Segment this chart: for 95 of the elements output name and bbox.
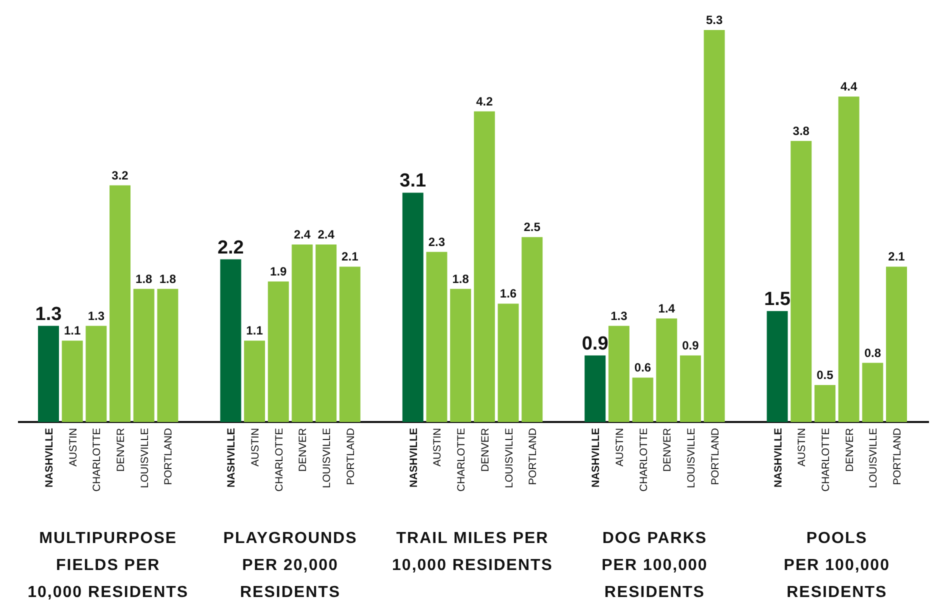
x-tick-label: PORTLAND <box>344 428 357 485</box>
x-tick-label: LOUISVILLE <box>685 428 698 488</box>
x-axis-title: TRAIL MILES PER 10,000 RESIDENTS <box>392 530 553 574</box>
x-tick-label: AUSTIN <box>614 428 626 467</box>
x-tick-label: NASHVILLE <box>590 428 602 488</box>
x-tick-label: NASHVILLE <box>408 428 420 488</box>
x-tick-label: DENVER <box>479 428 492 472</box>
data-label: 1.3 <box>88 308 105 323</box>
data-label: 2.4 <box>294 227 311 242</box>
bar <box>268 281 289 422</box>
data-label: 2.1 <box>342 250 359 264</box>
x-tick-label: CHARLOTTE <box>820 428 832 492</box>
data-label: 1.1 <box>246 324 264 338</box>
x-tick-label: AUSTIN <box>250 428 262 467</box>
x-axis-title: MULTIPURPOSE FIELDS PER 10,000 RESIDENTS <box>28 530 189 601</box>
bar <box>474 111 495 422</box>
x-tick-label: PORTLAND <box>709 428 722 485</box>
bar <box>86 326 107 422</box>
bar <box>426 252 448 422</box>
data-label: 2.3 <box>428 234 446 249</box>
x-tick-label: LOUISVILLE <box>321 428 334 488</box>
x-tick-label: DENVER <box>662 428 674 472</box>
data-label: 3.8 <box>792 124 810 138</box>
data-label: 1.9 <box>270 264 288 278</box>
bar <box>316 244 337 422</box>
x-tick-label: NASHVILLE <box>772 428 784 488</box>
bar <box>584 355 606 422</box>
data-label: 1.8 <box>136 272 153 286</box>
data-label: 4.2 <box>476 94 494 108</box>
bar <box>656 318 678 422</box>
data-label: 5.3 <box>706 13 723 27</box>
x-tick-label: PORTLAND <box>527 428 540 485</box>
data-label: 2.4 <box>318 227 335 242</box>
bar <box>38 326 59 422</box>
data-label: 2.1 <box>888 250 906 264</box>
bar <box>886 266 907 422</box>
data-label: 2.5 <box>524 220 541 234</box>
data-label: 1.1 <box>64 324 81 338</box>
x-tick-label: NASHVILLE <box>226 428 238 488</box>
data-label: 0.9 <box>682 338 700 352</box>
x-tick-label: LOUISVILLE <box>138 428 151 488</box>
bar <box>157 288 178 422</box>
bar <box>62 340 83 422</box>
data-label: 0.8 <box>864 346 882 360</box>
x-axis-title: DOG PARKS PER 100,000 RESIDENTS <box>602 530 708 601</box>
bar <box>862 362 884 422</box>
bar <box>790 140 812 422</box>
bar <box>402 192 424 422</box>
data-label: 1.5 <box>764 289 791 310</box>
bar <box>220 259 242 422</box>
x-tick-label: PORTLAND <box>892 428 904 485</box>
bar <box>244 340 266 422</box>
data-label: 1.8 <box>452 272 470 286</box>
bar <box>838 96 860 422</box>
bar <box>133 288 154 422</box>
data-label: 3.1 <box>400 170 427 192</box>
x-tick-label: LOUISVILLE <box>868 428 880 488</box>
bar <box>450 288 472 422</box>
bar <box>608 326 630 422</box>
bar <box>704 30 725 422</box>
bar <box>110 185 131 422</box>
bar <box>522 237 543 422</box>
bar <box>292 244 313 422</box>
x-axis-title: POOLS PER 100,000 RESIDENTS <box>784 530 890 601</box>
data-label: 1.3 <box>610 308 628 323</box>
bar <box>339 266 360 422</box>
bar <box>766 311 788 422</box>
data-label: 1.3 <box>35 304 62 325</box>
data-label: 3.2 <box>112 168 129 182</box>
x-tick-label: CHARLOTTE <box>91 428 104 492</box>
data-label: 0.9 <box>582 333 608 354</box>
x-axis-title: PLAYGROUNDS PER 20,000 RESIDENTS <box>223 530 358 601</box>
x-tick-label: AUSTIN <box>67 428 80 467</box>
x-tick-label: DENVER <box>297 428 310 472</box>
data-label: 0.6 <box>634 360 652 375</box>
data-label: 4.4 <box>840 80 858 94</box>
data-label: 1.4 <box>658 301 676 316</box>
x-tick-label: AUSTIN <box>432 428 444 467</box>
x-tick-label: NASHVILLE <box>43 428 56 488</box>
data-label: 1.8 <box>159 272 176 286</box>
data-label: 2.2 <box>217 237 244 258</box>
bar <box>814 385 836 422</box>
x-tick-label: DENVER <box>844 428 856 472</box>
data-label: 0.5 <box>816 368 834 382</box>
x-tick-label: PORTLAND <box>162 428 175 485</box>
x-tick-label: LOUISVILLE <box>503 428 516 488</box>
data-label: 1.6 <box>500 286 517 301</box>
bar <box>680 355 701 422</box>
bar <box>498 304 519 422</box>
bar <box>632 378 654 422</box>
x-tick-label: DENVER <box>115 428 128 472</box>
x-tick-label: AUSTIN <box>796 428 808 467</box>
x-tick-label: CHARLOTTE <box>273 428 286 492</box>
x-tick-label: CHARLOTTE <box>456 428 468 492</box>
x-tick-label: CHARLOTTE <box>638 428 650 492</box>
